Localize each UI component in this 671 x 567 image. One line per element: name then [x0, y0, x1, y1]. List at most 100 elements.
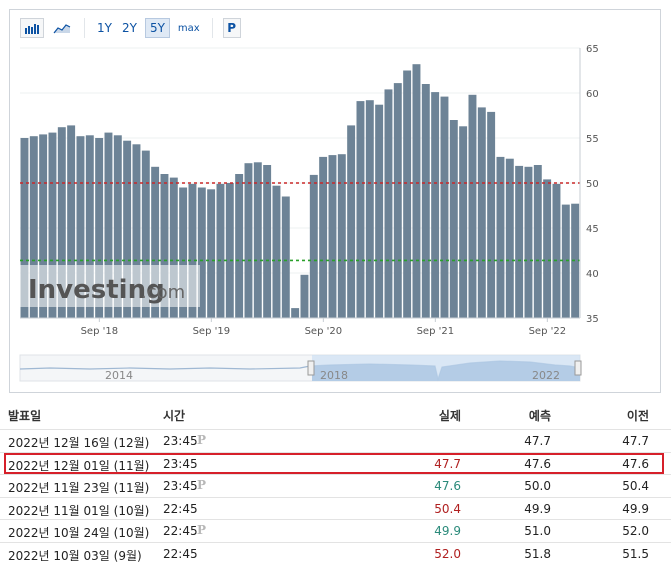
period-2y-button[interactable]: 2Y [121, 21, 137, 35]
actual-value: 47.6 [434, 479, 461, 493]
chart-bar [132, 144, 141, 318]
chart-bar [421, 84, 430, 318]
release-time: 22:45 [163, 546, 198, 561]
chart-bar [197, 187, 206, 318]
y-tick-label: 35 [586, 314, 599, 325]
watermark-text-suffix: .com [141, 282, 185, 303]
preliminary-flag-icon: P [197, 478, 207, 492]
release-date: 2022년 11월 01일 (10월) [8, 503, 150, 518]
chart-reference-lines [20, 182, 580, 262]
release-date: 2022년 12월 16일 (12월) [8, 436, 150, 450]
chart-bar [151, 166, 160, 318]
chart-bar [337, 154, 346, 318]
chart-bar [29, 136, 38, 318]
bar-chart-icon [25, 24, 39, 34]
navigator-label-2022: 2022 [532, 369, 560, 382]
chart-bar [524, 166, 533, 318]
chart-bar [141, 150, 150, 318]
chart-bar [515, 165, 524, 318]
period-max-button[interactable]: max [177, 22, 200, 34]
header-actual[interactable]: 실제 [438, 409, 461, 423]
chart-bar [487, 111, 496, 319]
header-previous[interactable]: 이전 [626, 409, 649, 423]
period-5y-button[interactable]: 5Y [144, 18, 170, 38]
forecast-value: 51.8 [524, 546, 551, 561]
table-row[interactable]: 2022년 10월 24일 (10월) 22:45 P 49.9 51.0 52.0 [0, 519, 671, 543]
chart-bar [393, 83, 402, 318]
bar-chart-type-button[interactable] [20, 18, 44, 38]
chart-bar [225, 183, 234, 318]
chart-bar [571, 203, 580, 318]
y-tick-label: 40 [586, 269, 599, 280]
chart-bar [48, 132, 57, 318]
forecast-value: 50.0 [524, 479, 551, 493]
x-tick-label: Sep '22 [529, 326, 567, 337]
area-chart-icon [53, 24, 71, 34]
previous-value: 51.5 [622, 546, 649, 561]
chart-bar [67, 125, 76, 319]
release-time: 23:45 [163, 479, 198, 493]
previous-value: 47.6 [622, 456, 649, 471]
table-row[interactable]: 2022년 10월 03일 (9월) 22:45 52.0 51.8 51.5 [0, 541, 671, 566]
chart-bar [95, 138, 104, 318]
x-tick-label: Sep '21 [417, 326, 455, 337]
chart-bar [459, 126, 468, 318]
chart-bar [85, 135, 94, 318]
x-tick-label: Sep '19 [193, 326, 231, 337]
chart-bar [375, 104, 384, 318]
preliminary-toggle-button[interactable]: P [222, 18, 241, 38]
chart-bar [356, 101, 365, 318]
chart-bar [281, 196, 290, 318]
x-tick-label: Sep '18 [81, 326, 119, 337]
previous-value: 50.4 [622, 479, 649, 493]
chart-bar [160, 174, 169, 318]
header-time[interactable]: 시간 [163, 409, 186, 423]
area-chart-type-button[interactable] [50, 18, 74, 38]
chart-bar [440, 96, 449, 318]
toolbar-divider [211, 18, 213, 38]
header-forecast[interactable]: 예측 [528, 409, 551, 423]
toolbar-divider [84, 18, 85, 38]
chart-bar [412, 64, 421, 318]
period-5y-label: 5Y [149, 21, 165, 35]
period-1y-button[interactable]: 1Y [97, 21, 112, 35]
release-time: 23:45 [163, 456, 198, 471]
release-date: 2022년 12월 01일 (11월) [8, 458, 150, 473]
range-navigator[interactable]: 2014 2018 2022 [10, 353, 660, 387]
chart-bar [235, 174, 244, 318]
chart-bar [253, 162, 262, 318]
actual-value: 47.7 [434, 456, 461, 471]
navigator-left-handle[interactable] [307, 360, 315, 376]
release-date: 2022년 10월 03일 (9월) [8, 548, 142, 563]
table-row[interactable]: 2022년 12월 01일 (11월) 23:45 47.7 47.6 47.6 [0, 451, 671, 476]
chart-bar [505, 158, 514, 318]
release-time: 22:45 [163, 501, 198, 516]
navigator-area [312, 361, 580, 381]
chart-bar [384, 89, 393, 319]
table-header: 발표일 시간 실제 예측 이전 [0, 397, 671, 429]
previous-value: 47.7 [622, 434, 649, 448]
chart-bar [113, 135, 122, 318]
forecast-value: 47.7 [524, 434, 551, 448]
chart-bar [309, 174, 318, 318]
preliminary-flag-icon: P [197, 523, 207, 537]
previous-value: 52.0 [622, 524, 649, 538]
chart-bar [179, 187, 188, 318]
investing-watermark: Investing .com [20, 265, 200, 307]
header-date[interactable]: 발표일 [8, 409, 42, 423]
chart-bar [328, 155, 337, 318]
forecast-value: 47.6 [524, 456, 551, 471]
watermark-text-main: Investing [28, 275, 165, 305]
chart-bar [533, 165, 542, 318]
chart-bar [468, 94, 477, 318]
chart-bar [347, 125, 356, 319]
release-date: 2022년 10월 24일 (10월) [8, 526, 150, 540]
table-row[interactable]: 2022년 11월 23일 (11월) 23:45 P 47.6 50.0 50.4 [0, 474, 671, 498]
y-axis: 35 40 45 50 55 60 65 [579, 44, 599, 325]
chart-bar [365, 100, 374, 318]
navigator-right-handle[interactable] [574, 360, 582, 376]
table-row[interactable]: 2022년 12월 16일 (12월) 23:45 P 47.7 47.7 [0, 429, 671, 453]
forecast-value: 49.9 [524, 501, 551, 516]
table-row[interactable]: 2022년 11월 01일 (10월) 22:45 50.4 49.9 49.9 [0, 496, 671, 521]
